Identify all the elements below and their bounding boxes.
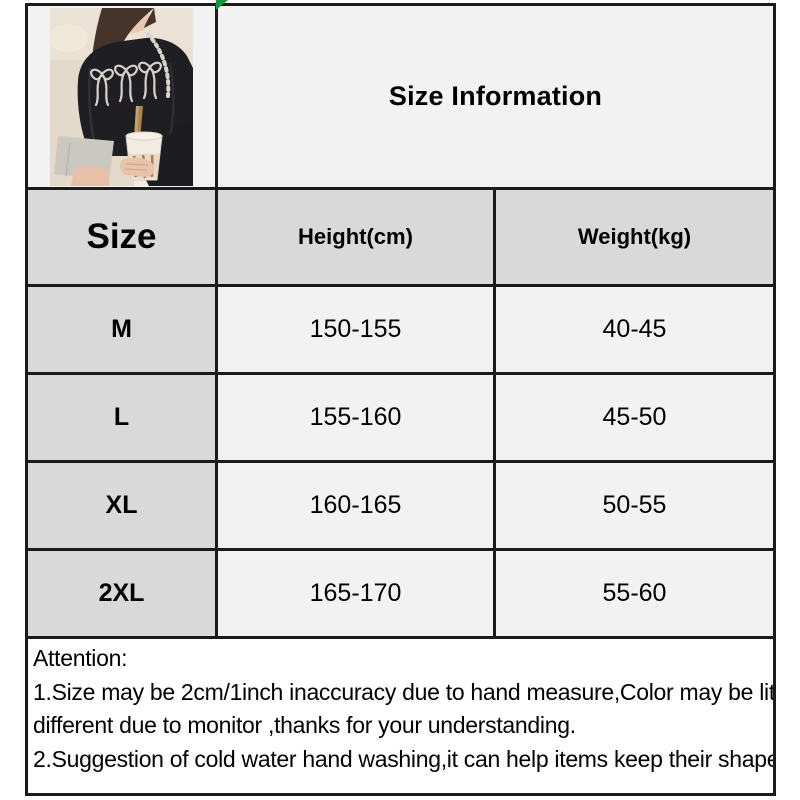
weight-value: 40-45 [493,284,776,375]
column-header-size: Size [25,187,218,287]
height-value: 160-165 [215,460,496,551]
product-photo [48,7,193,186]
size-label: M [25,284,218,375]
table-row-xl: XL 160-165 50-55 [25,460,776,551]
height-value: 165-170 [215,548,496,639]
weight-value: 50-55 [493,460,776,551]
weight-value: 55-60 [493,548,776,639]
attention-note: Attention: 1.Size may be 2cm/1inch inacc… [25,636,776,796]
attention-line-3: 2.Suggestion of cold water hand washing,… [33,745,775,772]
table-row-title: Size Information [25,3,776,190]
table-header-row: Size Height(cm) Weight(kg) [25,187,776,287]
product-photo-illustration [48,7,193,186]
size-label: L [25,372,218,463]
table-row-m: M 150-155 40-45 [25,284,776,375]
page-title: Size Information [215,3,776,190]
size-table-container: Size Information Size Height(cm) Weight(… [25,3,776,796]
size-table: Size Information Size Height(cm) Weight(… [25,3,776,796]
size-label: XL [25,460,218,551]
attention-line-1: 1.Size may be 2cm/1inch inaccuracy due t… [33,678,775,705]
column-header-weight: Weight(kg) [493,187,776,287]
column-header-height: Height(cm) [215,187,496,287]
attention-row: Attention: 1.Size may be 2cm/1inch inacc… [25,636,776,796]
table-row-l: L 155-160 45-50 [25,372,776,463]
height-value: 155-160 [215,372,496,463]
height-value: 150-155 [215,284,496,375]
attention-heading: Attention: [33,645,128,671]
table-row-2xl: 2XL 165-170 55-60 [25,548,776,639]
weight-value: 45-50 [493,372,776,463]
product-photo-cell [25,3,218,190]
size-label: 2XL [25,548,218,639]
attention-line-2: different due to monitor ,thanks for you… [33,712,576,738]
green-flag-marker [216,0,228,10]
